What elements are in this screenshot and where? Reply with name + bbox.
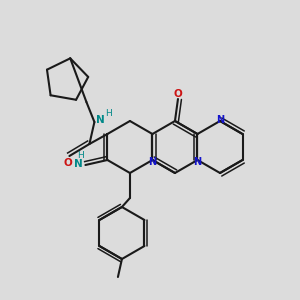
Text: O: O xyxy=(174,89,182,99)
Text: N: N xyxy=(194,157,202,167)
Text: H: H xyxy=(77,152,84,160)
Text: N: N xyxy=(148,157,157,167)
Text: N: N xyxy=(216,115,224,125)
Text: N: N xyxy=(96,115,105,125)
Text: N: N xyxy=(74,159,83,169)
Text: H: H xyxy=(105,109,112,118)
Text: O: O xyxy=(63,158,72,168)
